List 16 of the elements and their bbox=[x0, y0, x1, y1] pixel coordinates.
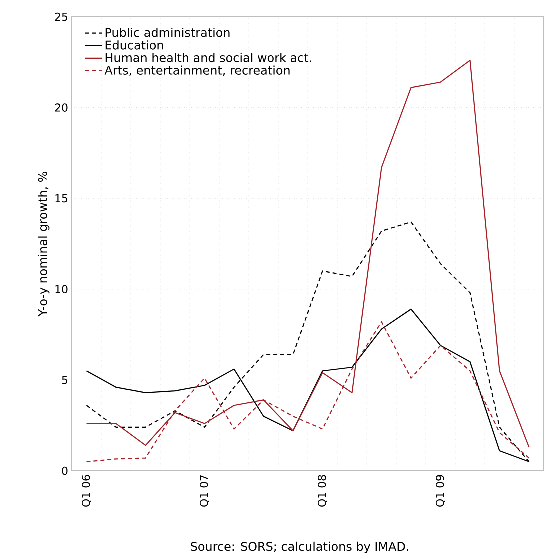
y-axis-title: Y-o-y nominal growth, % bbox=[38, 172, 50, 317]
y-tick-label: 20 bbox=[55, 104, 68, 112]
source-note: Source: SORS; calculations by IMAD. bbox=[191, 542, 408, 554]
x-tick-label: Q1 08 bbox=[318, 475, 328, 507]
legend-label: Public administration bbox=[106, 28, 230, 38]
x-tick-label: Q1 09 bbox=[436, 475, 446, 507]
legend-label: Education bbox=[106, 40, 164, 50]
x-tick-label: Q1 06 bbox=[82, 475, 92, 507]
y-tick-label: 5 bbox=[62, 376, 68, 384]
y-tick-label: 10 bbox=[56, 285, 68, 294]
legend-label: Arts, entertainment, recreation bbox=[104, 66, 290, 76]
y-tick-label: 15 bbox=[56, 194, 68, 203]
legend-label: Human health and social work act. bbox=[106, 53, 312, 62]
y-tick-label: 25 bbox=[55, 12, 68, 22]
y-tick-label: 0 bbox=[62, 466, 68, 476]
x-tick-label: Q1 07 bbox=[200, 475, 210, 507]
